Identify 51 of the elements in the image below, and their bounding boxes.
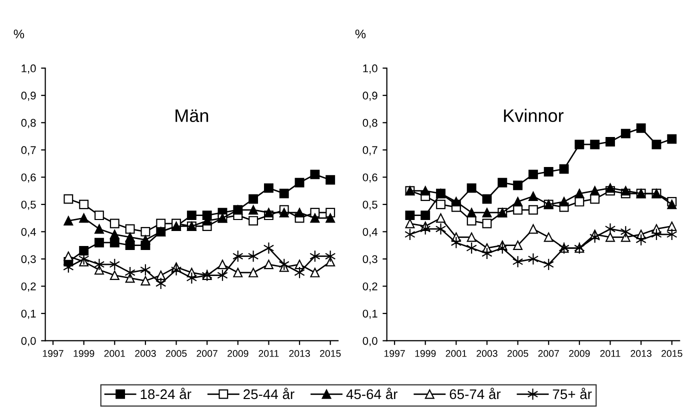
y-tick-label: 0,6 — [21, 173, 36, 183]
x-tick-label: 1999 — [415, 350, 436, 357]
x-tick-label: 2005 — [507, 350, 528, 357]
x-tick-label: 1997 — [42, 350, 64, 357]
y-axis-title: % — [14, 30, 24, 38]
x-tick-label: 1999 — [74, 350, 94, 357]
y-tick-label: 0,7 — [362, 146, 378, 156]
y-tick-label: 0,2 — [362, 282, 378, 292]
y-tick-label: 0,5 — [21, 200, 36, 210]
x-tick-label: 2011 — [258, 350, 279, 357]
y-tick-label: 0,0 — [362, 336, 378, 346]
x-tick-label: 2015 — [662, 350, 682, 357]
y-tick-label: 0,9 — [21, 92, 36, 101]
y-tick-label: 0,2 — [21, 282, 36, 292]
y-tick-label: 0,1 — [21, 310, 36, 319]
x-tick-label: 2013 — [630, 350, 652, 357]
y-tick-label: 0,4 — [362, 228, 378, 238]
y-tick-label: 0,0 — [21, 336, 36, 346]
y-tick-label: 1,0 — [22, 64, 36, 74]
y-tick-label: 0,5 — [362, 200, 378, 210]
x-tick-label: 2009 — [228, 350, 248, 357]
y-tick-label: 0,8 — [21, 118, 36, 128]
x-tick-label: 2003 — [135, 350, 156, 357]
text: Kvinnor — [504, 108, 564, 122]
legend-label: 45-64 år — [346, 388, 398, 400]
legend-label: 25-44 år — [244, 388, 294, 400]
x-tick-label: 2009 — [569, 350, 590, 357]
y-tick-label: 0,8 — [362, 118, 378, 128]
legend-label: 18-24 år — [140, 388, 192, 400]
x-tick-label: 2007 — [538, 350, 559, 357]
x-tick-label: 2005 — [166, 350, 187, 357]
y-tick-label: 0,3 — [21, 255, 36, 264]
x-tick-label: 2013 — [289, 350, 310, 357]
y-tick-label: 0,4 — [21, 228, 36, 238]
x-tick-label: 2003 — [476, 350, 498, 357]
x-tick-label: 2007 — [196, 350, 218, 357]
y-tick-label: 0,3 — [362, 255, 378, 264]
x-tick-label: 2001 — [104, 350, 125, 357]
x-tick-label: 2011 — [600, 350, 620, 357]
y-tick-label: 0,6 — [362, 173, 378, 183]
legend-label: 65-74 år — [450, 388, 501, 400]
y-tick-label: 0,9 — [362, 92, 378, 101]
x-tick-label: 2001 — [446, 350, 467, 357]
legend-label: 75+ år — [552, 388, 592, 400]
y-tick-label: 1,0 — [363, 64, 378, 74]
y-tick-label: 0,1 — [362, 310, 378, 319]
x-tick-label: 1997 — [384, 350, 405, 357]
x-tick-label: 2015 — [320, 350, 341, 357]
text: Män — [176, 109, 208, 122]
y-tick-label: 0,7 — [21, 146, 36, 156]
y-axis-title: % — [355, 30, 366, 38]
